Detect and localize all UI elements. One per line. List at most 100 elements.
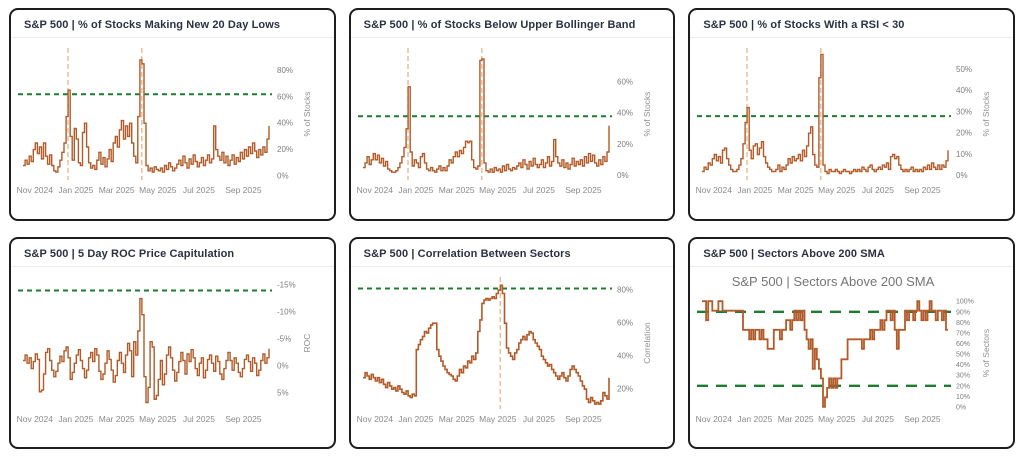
svg-text:20%: 20% [617,384,633,393]
panel-title: S&P 500 | % of Stocks Below Upper Bollin… [363,19,636,31]
svg-text:80%: 80% [617,285,633,294]
svg-text:40%: 40% [956,86,972,95]
panel-title: S&P 500 | 5 Day ROC Price Capitulation [24,247,235,260]
svg-text:60%: 60% [277,92,293,101]
svg-text:Jul 2025: Jul 2025 [522,414,554,424]
svg-text:0%: 0% [617,171,629,180]
svg-text:% of Stocks: % of Stocks [981,92,991,137]
svg-text:Nov 2024: Nov 2024 [17,185,54,195]
svg-text:10%: 10% [956,150,972,159]
svg-text:70%: 70% [956,330,970,337]
svg-text:-10%: -10% [277,307,296,316]
svg-text:20%: 20% [617,140,633,149]
svg-text:Jul 2025: Jul 2025 [522,185,554,195]
svg-text:Nov 2024: Nov 2024 [356,414,393,424]
svg-text:20%: 20% [956,383,970,390]
svg-text:Mar 2025: Mar 2025 [99,414,135,424]
chart-panel-roc-capitulation: S&P 500 | 5 Day ROC Price Capitulation -… [9,236,336,449]
svg-text:May 2025: May 2025 [139,414,177,424]
chart-panel-sector-correlation: S&P 500 | Correlation Between Sectors 20… [348,236,676,449]
svg-text:Correlation: Correlation [642,321,652,363]
svg-text:-5%: -5% [277,334,291,343]
svg-text:50%: 50% [956,65,972,74]
svg-text:Mar 2025: Mar 2025 [438,185,474,195]
svg-text:Sep 2025: Sep 2025 [565,414,602,424]
chart-panel-new-20-day-lows: S&P 500 | % of Stocks Making New 20 Day … [9,8,336,221]
svg-text:Nov 2024: Nov 2024 [17,414,54,424]
svg-text:Mar 2025: Mar 2025 [99,185,135,195]
svg-text:Jul 2025: Jul 2025 [183,185,215,195]
svg-text:Mar 2025: Mar 2025 [778,185,814,195]
svg-text:Jan 2025: Jan 2025 [738,414,773,424]
svg-text:May 2025: May 2025 [818,185,856,195]
svg-text:May 2025: May 2025 [479,414,517,424]
svg-text:80%: 80% [277,66,293,75]
title-divider [350,37,674,38]
svg-text:5%: 5% [277,388,289,397]
title-divider [11,265,334,267]
chart-canvas-below-upper-bollinger[interactable]: 0% 20% 40% 60% % of Stocks Nov 2024 Jan 2025 Ma… [351,40,669,204]
svg-text:Sep 2025: Sep 2025 [565,185,602,195]
svg-text:Mar 2025: Mar 2025 [438,414,474,424]
svg-text:0%: 0% [277,172,289,181]
svg-text:50%: 50% [956,351,970,358]
svg-text:% of Stocks: % of Stocks [642,92,652,137]
svg-text:Sep 2025: Sep 2025 [225,414,262,424]
svg-text:May 2025: May 2025 [818,414,856,424]
svg-text:90%: 90% [956,309,970,316]
chart-panel-rsi-below-30: S&P 500 | % of Stocks With a RSI < 30 0%… [688,8,1015,221]
panel-title: S&P 500 | % of Stocks Making New 20 Day … [24,19,281,31]
svg-text:-15%: -15% [277,280,296,289]
chart-panel-below-upper-bollinger: S&P 500 | % of Stocks Below Upper Bollin… [348,8,676,221]
title-divider [350,265,674,267]
svg-text:% of Sectors: % of Sectors [981,328,991,376]
svg-text:0%: 0% [956,171,968,180]
svg-text:40%: 40% [956,362,970,369]
svg-text:Jan 2025: Jan 2025 [738,185,773,195]
svg-text:ROC: ROC [302,333,312,352]
svg-text:30%: 30% [956,107,972,116]
svg-text:Sep 2025: Sep 2025 [905,414,942,424]
panel-title: S&P 500 | % of Stocks With a RSI < 30 [703,19,905,31]
panel-title: S&P 500 | Correlation Between Sectors [363,247,571,260]
chart-canvas-roc-capitulation[interactable]: -15% -10% -5% 0% 5% ROC Nov 2024 Jan 2025 Mar 20… [11,269,329,433]
svg-text:May 2025: May 2025 [139,185,177,195]
chart-canvas-sectors-above-200sma[interactable]: 0% 10% 20% 30% 40% 50% 60% 70% 80% 90% 100% % of Se… [690,269,1008,433]
svg-text:Jul 2025: Jul 2025 [183,414,215,424]
svg-text:80%: 80% [956,319,970,326]
svg-text:Jan 2025: Jan 2025 [398,185,433,195]
svg-text:10%: 10% [956,393,970,400]
chart-canvas-new-20-day-lows[interactable]: 0% 20% 40% 60% 80% % of Stocks Nov 2024 Jan 202… [11,40,329,204]
svg-text:60%: 60% [617,78,633,87]
svg-text:0%: 0% [956,404,966,411]
svg-text:Mar 2025: Mar 2025 [778,414,814,424]
svg-text:Nov 2024: Nov 2024 [696,414,733,424]
svg-text:Jan 2025: Jan 2025 [398,414,433,424]
svg-text:20%: 20% [956,129,972,138]
chart-panel-sectors-above-200sma: S&P 500 | Sectors Above 200 SMA 0% 10% 20%… [688,236,1015,449]
svg-text:60%: 60% [617,318,633,327]
chart-canvas-sector-correlation[interactable]: 20% 40% 60% 80% Correlation Nov 2024 Jan 2025 M… [351,269,669,433]
svg-text:Jan 2025: Jan 2025 [58,414,93,424]
svg-text:20%: 20% [277,145,293,154]
svg-text:0%: 0% [277,361,289,370]
svg-text:Jul 2025: Jul 2025 [862,414,894,424]
svg-text:40%: 40% [277,119,293,128]
chart-canvas-rsi-below-30[interactable]: 0% 10% 20% 30% 40% 50% % of Stocks Nov 2024 Jan … [690,40,1008,204]
svg-text:40%: 40% [617,351,633,360]
title-divider [690,265,1013,267]
svg-text:Sep 2025: Sep 2025 [905,185,942,195]
svg-text:Jan 2025: Jan 2025 [58,185,93,195]
title-divider [690,37,1013,38]
svg-text:30%: 30% [956,372,970,379]
panel-title: S&P 500 | Sectors Above 200 SMA [703,247,885,260]
svg-text:Nov 2024: Nov 2024 [356,185,393,195]
svg-text:S&P 500 | Sectors Above 200 SM: S&P 500 | Sectors Above 200 SMA [732,274,935,289]
title-divider [11,37,334,38]
svg-text:Jul 2025: Jul 2025 [862,185,894,195]
svg-text:May 2025: May 2025 [479,185,517,195]
svg-text:% of Stocks: % of Stocks [302,92,312,137]
svg-text:40%: 40% [617,109,633,118]
svg-text:Sep 2025: Sep 2025 [225,185,262,195]
